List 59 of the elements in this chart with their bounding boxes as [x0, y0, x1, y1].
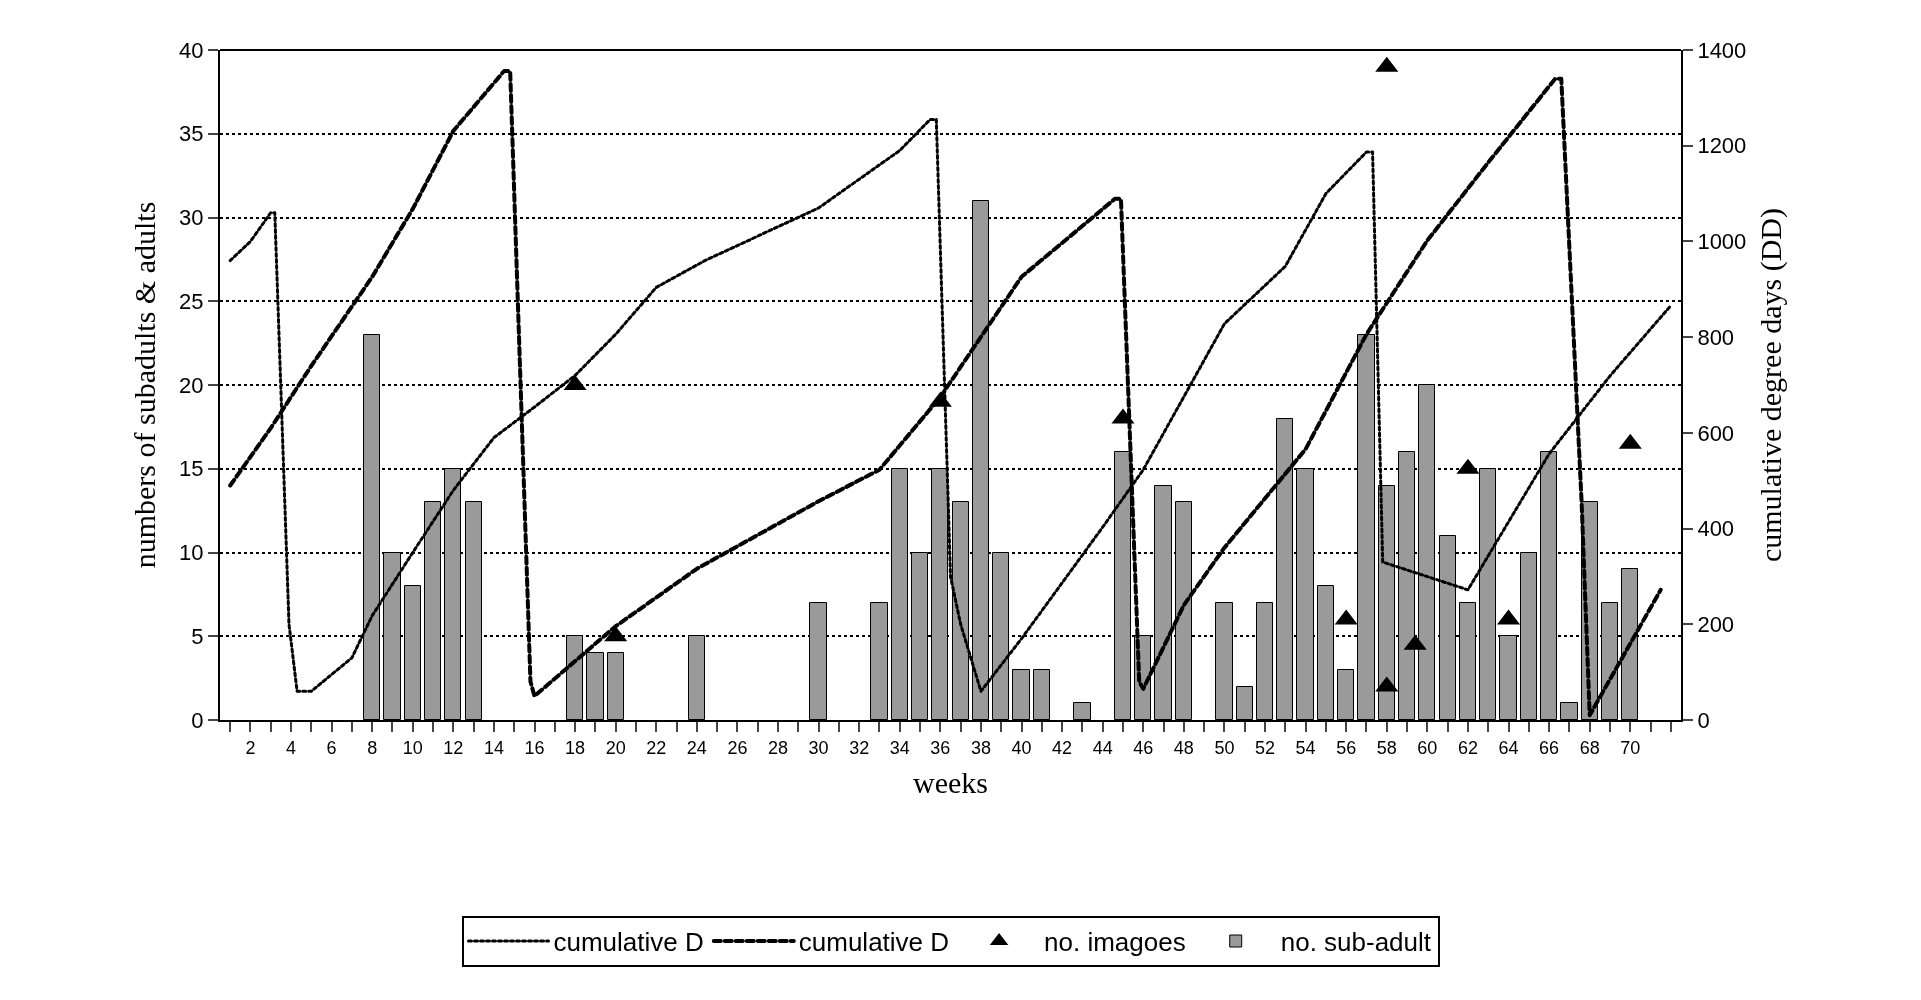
x-tick-label: 16	[524, 737, 545, 758]
x-tick-label: 64	[1498, 737, 1519, 758]
legend-label: no. imagoes	[1044, 927, 1186, 958]
x-tick-label: 52	[1255, 737, 1276, 758]
y-tick-label: 5	[191, 623, 204, 649]
y-tick-label: 40	[179, 37, 204, 63]
x-tick-label: 22	[646, 737, 667, 758]
x-tick-label: 42	[1052, 737, 1073, 758]
x-tick-label: 70	[1620, 737, 1641, 758]
x-tick-label: 50	[1214, 737, 1235, 758]
x-tick-label: 18	[565, 737, 586, 758]
x-tick-label: 6	[326, 737, 337, 758]
y2-tick-label: 200	[1697, 611, 1735, 637]
x-tick-label: 68	[1579, 737, 1600, 758]
y2-axis-title: cumulative degree days (DD)	[1754, 207, 1789, 563]
legend-label: cumulative D	[553, 927, 704, 958]
x-tick-label: 66	[1539, 737, 1560, 758]
x-tick-label: 34	[889, 737, 910, 758]
x-tick-label: 46	[1133, 737, 1154, 758]
legend-label: no. sub-adult	[1280, 927, 1432, 958]
x-tick-label: 40	[1011, 737, 1032, 758]
y2-tick-label: 600	[1697, 420, 1735, 446]
x-tick-label: 10	[402, 737, 423, 758]
x-tick-label: 12	[443, 737, 464, 758]
y2-tick-label: 400	[1697, 516, 1735, 542]
x-tick-label: 8	[367, 737, 378, 758]
x-tick-label: 36	[930, 737, 951, 758]
x-tick-label: 14	[483, 737, 504, 758]
y2-tick-label: 0	[1697, 707, 1710, 733]
x-tick-label: 54	[1295, 737, 1316, 758]
y2-tick-label: 1400	[1697, 37, 1747, 63]
x-tick-label: 4	[286, 737, 297, 758]
x-tick-label: 44	[1092, 737, 1113, 758]
x-tick-label: 58	[1376, 737, 1397, 758]
y2-tick-label: 1200	[1697, 133, 1747, 159]
x-axis-title: weeks	[913, 765, 988, 799]
y-tick-label: 25	[179, 288, 204, 314]
x-tick-label: 2	[245, 737, 256, 758]
x-tick-label: 60	[1417, 737, 1438, 758]
x-tick-label: 48	[1173, 737, 1194, 758]
legend-label: cumulative D	[798, 927, 950, 958]
x-tick-label: 28	[768, 737, 789, 758]
y-tick-label: 35	[179, 121, 204, 147]
x-tick-label: 32	[849, 737, 870, 758]
y-axis-title: numbers of subadults & adults	[127, 201, 161, 569]
y2-tick-label: 800	[1697, 324, 1735, 350]
x-tick-label: 62	[1457, 737, 1478, 758]
x-tick-label: 56	[1336, 737, 1357, 758]
y-tick-label: 20	[179, 372, 204, 398]
y2-tick-label: 1000	[1697, 229, 1747, 255]
y-tick-label: 15	[179, 456, 204, 482]
x-tick-label: 30	[808, 737, 829, 758]
y-tick-label: 10	[179, 540, 204, 566]
y-tick-label: 30	[179, 205, 204, 231]
y-tick-label: 0	[191, 707, 204, 733]
x-tick-label: 26	[727, 737, 748, 758]
x-tick-label: 20	[605, 737, 626, 758]
x-tick-label: 24	[686, 737, 707, 758]
x-tick-label: 38	[970, 737, 991, 758]
